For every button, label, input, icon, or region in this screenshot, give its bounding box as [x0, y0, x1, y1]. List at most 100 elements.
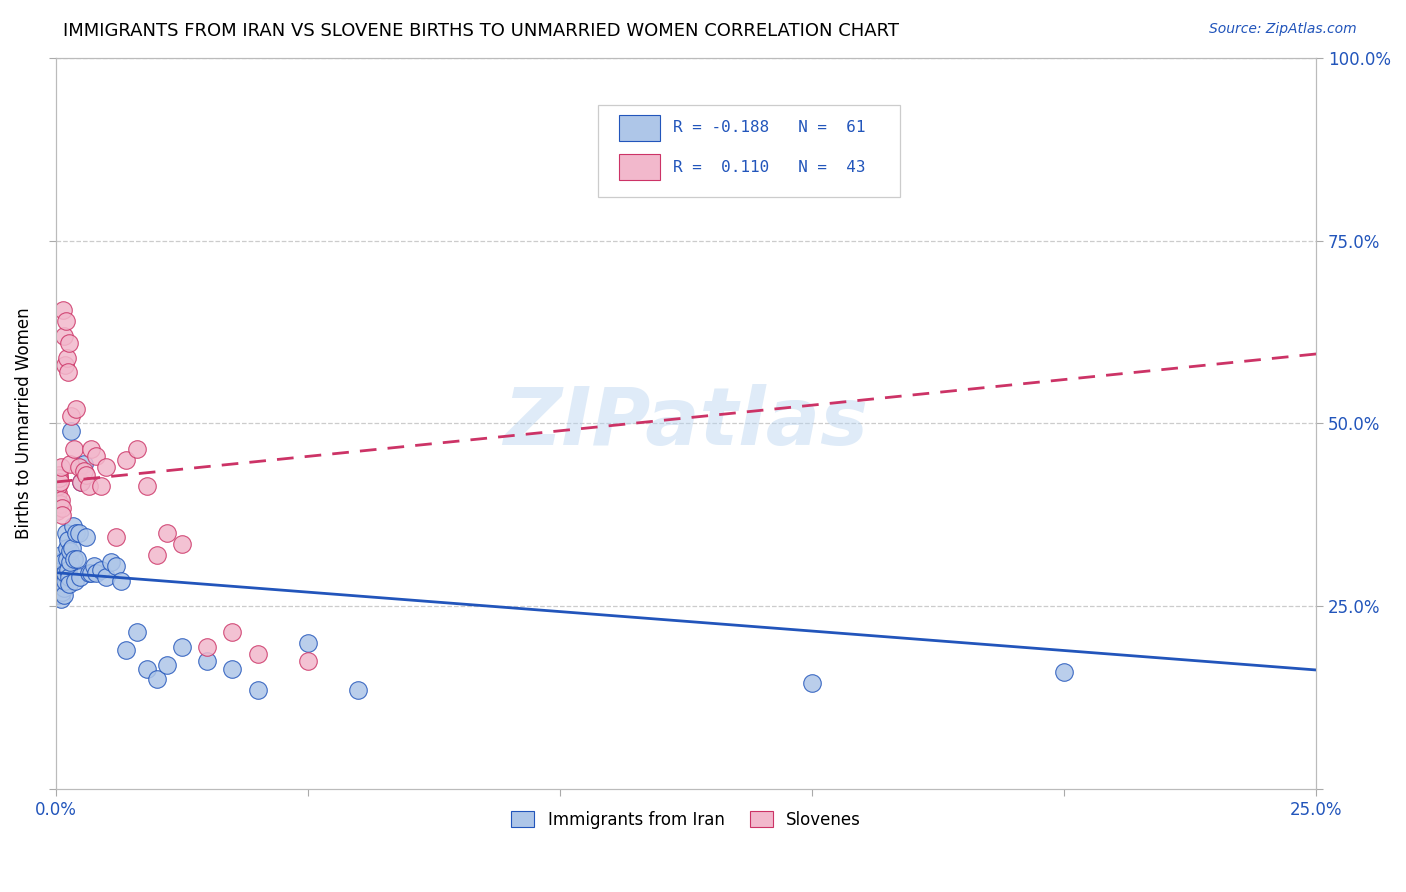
Text: R =  0.110   N =  43: R = 0.110 N = 43	[673, 160, 866, 175]
Point	[156, 657, 179, 672]
Point	[66, 551, 89, 566]
Point	[72, 464, 94, 478]
Point	[53, 328, 76, 343]
Point	[58, 570, 80, 584]
Y-axis label: Births to Unmarried Women: Births to Unmarried Women	[15, 308, 32, 540]
Bar	[619, 154, 659, 180]
Point	[49, 460, 72, 475]
Point	[51, 508, 73, 522]
Point	[77, 478, 100, 492]
Point	[45, 574, 67, 588]
Point	[297, 654, 319, 668]
Point	[347, 683, 370, 698]
Point	[125, 442, 148, 456]
Point	[246, 683, 269, 698]
Point	[156, 526, 179, 541]
Point	[65, 526, 87, 541]
Point	[46, 566, 69, 581]
Point	[56, 563, 79, 577]
Point	[69, 570, 91, 584]
Point	[56, 533, 79, 548]
Point	[195, 654, 218, 668]
Point	[75, 530, 97, 544]
Text: R = -0.188   N =  61: R = -0.188 N = 61	[673, 120, 866, 136]
Point	[195, 640, 218, 654]
Text: Source: ZipAtlas.com: Source: ZipAtlas.com	[1209, 22, 1357, 37]
Point	[170, 640, 193, 654]
Point	[100, 556, 122, 570]
Point	[125, 624, 148, 639]
Point	[105, 530, 128, 544]
Point	[55, 526, 77, 541]
Point	[70, 475, 93, 489]
Point	[84, 566, 107, 581]
Point	[52, 303, 75, 318]
Point	[115, 453, 138, 467]
Point	[75, 467, 97, 482]
Point	[58, 556, 80, 570]
Point	[90, 478, 112, 492]
Point	[90, 563, 112, 577]
Point	[48, 556, 70, 570]
Point	[46, 493, 69, 508]
Point	[60, 424, 83, 438]
Point	[60, 409, 83, 424]
Point	[105, 559, 128, 574]
Point	[60, 541, 83, 555]
Bar	[619, 114, 659, 141]
Point	[67, 460, 90, 475]
Point	[46, 581, 69, 595]
Point	[59, 457, 82, 471]
Point	[51, 584, 73, 599]
Point	[49, 563, 72, 577]
Point	[49, 592, 72, 607]
Point	[221, 661, 243, 675]
Point	[52, 566, 75, 581]
Point	[53, 574, 76, 588]
Point	[110, 574, 132, 588]
Point	[221, 624, 243, 639]
Point	[70, 475, 93, 489]
Point	[84, 450, 107, 464]
Point	[145, 548, 167, 562]
Point	[80, 442, 103, 456]
Point	[49, 497, 72, 511]
Point	[63, 551, 86, 566]
Point	[62, 442, 84, 456]
Point	[83, 559, 105, 574]
Point	[96, 460, 118, 475]
Point	[49, 577, 72, 591]
Point	[67, 526, 90, 541]
Point	[62, 519, 84, 533]
Point	[51, 500, 73, 515]
Point	[53, 358, 76, 372]
Point	[1053, 665, 1076, 680]
Point	[63, 574, 86, 588]
Point	[135, 661, 157, 675]
Point	[58, 336, 80, 351]
Point	[51, 574, 73, 588]
Point	[55, 314, 77, 328]
Point	[48, 570, 70, 584]
Point	[96, 570, 118, 584]
Point	[59, 544, 82, 558]
Point	[115, 643, 138, 657]
Point	[53, 581, 76, 595]
Point	[65, 401, 87, 416]
Text: ZIPatlas: ZIPatlas	[503, 384, 869, 462]
Point	[297, 636, 319, 650]
FancyBboxPatch shape	[598, 105, 900, 196]
Point	[48, 478, 70, 492]
Point	[48, 588, 70, 602]
Point	[56, 551, 79, 566]
Point	[49, 548, 72, 562]
Text: IMMIGRANTS FROM IRAN VS SLOVENE BIRTHS TO UNMARRIED WOMEN CORRELATION CHART: IMMIGRANTS FROM IRAN VS SLOVENE BIRTHS T…	[63, 22, 900, 40]
Point	[55, 541, 77, 555]
Point	[246, 647, 269, 661]
Point	[80, 566, 103, 581]
Point	[55, 566, 77, 581]
Point	[48, 467, 70, 482]
Point	[56, 351, 79, 365]
Point	[52, 556, 75, 570]
Legend: Immigrants from Iran, Slovenes: Immigrants from Iran, Slovenes	[505, 805, 868, 836]
